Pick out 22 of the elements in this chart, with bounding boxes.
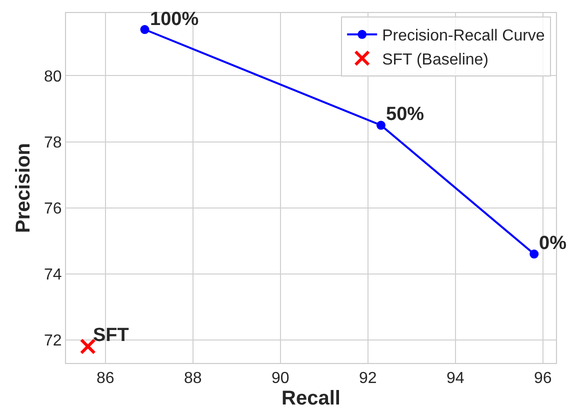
annotation: SFT	[93, 325, 130, 346]
annotation: 50%	[386, 104, 424, 125]
y-axis-title: Precision	[12, 142, 35, 234]
y-tick-label: 74	[44, 266, 62, 284]
point	[376, 120, 386, 130]
x-tick-label: 94	[446, 370, 464, 388]
legend-label: SFT (Baseline)	[382, 51, 489, 68]
x-tick-label: 90	[271, 370, 290, 388]
annotation: 0%	[539, 233, 567, 254]
point	[530, 250, 539, 259]
y-tick-label: 72	[44, 332, 62, 350]
point	[140, 25, 150, 34]
y-tick-label: 80	[44, 68, 62, 86]
y-tick-label: 78	[44, 134, 62, 152]
x-tick-label: 88	[184, 370, 202, 388]
x-axis-title: Recall	[282, 388, 340, 410]
y-tick-label: 76	[44, 200, 62, 218]
legend-label: Precision-Recall Curve	[382, 28, 545, 45]
x-tick-label: 96	[534, 370, 552, 388]
x-tick-label: 86	[96, 370, 114, 388]
annotation: 100%	[150, 9, 199, 30]
x-tick-label: 92	[358, 370, 377, 388]
